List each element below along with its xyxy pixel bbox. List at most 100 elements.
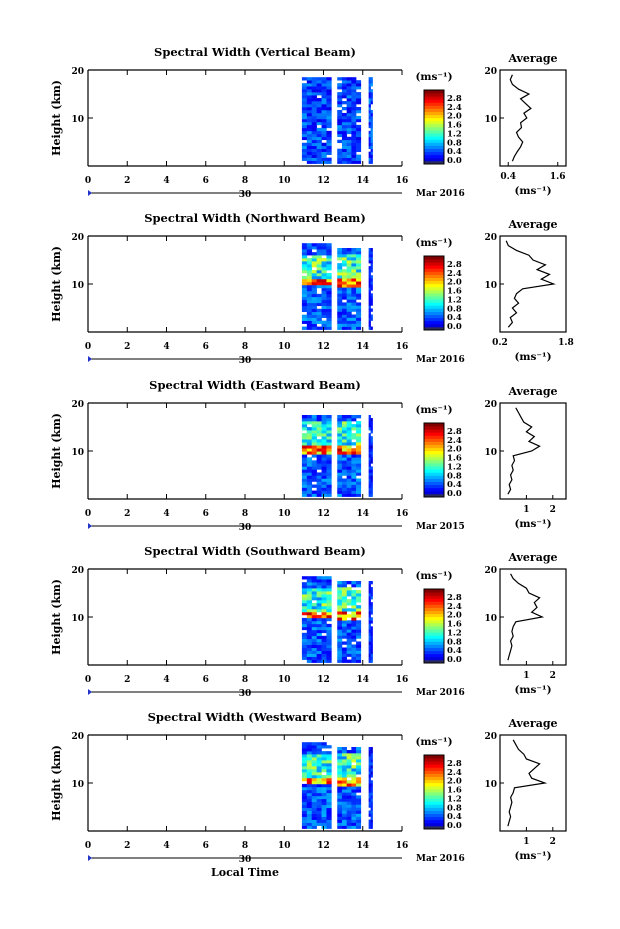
heatmap-cell	[346, 95, 352, 99]
heatmap-cell	[316, 774, 322, 779]
heatmap-cell	[341, 439, 347, 443]
heatmap-cell	[351, 133, 357, 138]
heatmap-cell	[326, 629, 332, 634]
heatmap-cell	[316, 653, 322, 657]
heatmap-cell	[351, 115, 357, 120]
heatmap-cell	[341, 620, 347, 624]
heatmap-cell	[341, 478, 347, 482]
heatmap-cell	[337, 759, 343, 763]
heatmap-cell	[326, 650, 332, 654]
heatmap-cell	[326, 614, 332, 619]
heatmap-cell	[321, 644, 327, 649]
heatmap-cell	[316, 139, 322, 144]
heatmap-cell	[341, 269, 347, 273]
heatmap-cell	[311, 320, 317, 324]
heatmap-cell	[306, 585, 313, 589]
heatmap-cell	[356, 260, 362, 264]
heatmap-cell	[356, 269, 362, 273]
heatmap-cell	[311, 810, 317, 815]
heatmap-cell	[341, 617, 347, 621]
heatmap-cell	[370, 822, 373, 826]
heatmap-cell	[346, 136, 352, 141]
heatmap-cell	[370, 148, 373, 152]
heatmap-cell	[326, 469, 332, 473]
heatmap-cell	[326, 142, 332, 147]
heatmap-cell	[341, 305, 347, 309]
heatmap-cell	[316, 608, 322, 613]
heatmap-cell	[356, 272, 362, 276]
heatmap-cell	[351, 487, 357, 491]
colorbar-cell	[424, 444, 444, 449]
heatmap-cell	[337, 810, 343, 814]
heatmap-cell	[351, 127, 357, 132]
heatmap-cell	[341, 777, 347, 781]
heatmap-cell	[311, 644, 317, 649]
heatmap-cell	[337, 617, 343, 621]
heatmap-cell	[316, 255, 322, 259]
heatmap-cell	[351, 148, 357, 152]
heatmap-cell	[301, 284, 308, 289]
heatmap-cell	[321, 783, 327, 788]
heatmap-cell	[356, 783, 362, 787]
heatmap-cell	[316, 478, 322, 482]
heatmap-segment	[368, 77, 373, 164]
heatmap-cell	[356, 584, 362, 588]
heatmap-cell	[368, 278, 371, 282]
heatmap-cell	[341, 284, 347, 288]
heatmap-cell	[306, 296, 313, 301]
heatmap-cell	[306, 148, 313, 152]
heatmap-cell	[306, 433, 313, 437]
heatmap-cell	[356, 786, 362, 790]
heatmap-cell	[316, 647, 322, 651]
heatmap-cell	[368, 487, 371, 491]
heatmap-cell	[341, 457, 347, 461]
heatmap-cell	[301, 255, 308, 259]
heatmap-cell	[351, 112, 357, 117]
heatmap-cell	[368, 484, 371, 488]
x-tick-label: 14	[356, 176, 369, 186]
colorbar-cell	[424, 130, 444, 134]
y-tick-label: 20	[71, 566, 84, 576]
heatmap-cell	[356, 611, 362, 615]
colorbar-cell	[424, 271, 444, 275]
x-tick-label: 2	[124, 841, 130, 851]
heatmap-cell	[321, 605, 327, 610]
colorbar-tick-label: 2.4	[447, 269, 462, 279]
heatmap-cell	[316, 493, 322, 497]
heatmap-cell	[306, 754, 313, 758]
heatmap-cell	[370, 816, 373, 820]
heatmap-cell	[316, 243, 322, 247]
heatmap-cell	[356, 266, 362, 270]
colorbar-cell	[424, 825, 444, 830]
heatmap-cell	[316, 267, 322, 271]
heatmap-cell	[316, 261, 322, 265]
heatmap-cell	[368, 644, 371, 648]
heatmap-cell	[337, 254, 343, 258]
colorbar-unit: (ms⁻¹)	[415, 736, 452, 748]
heatmap-cell	[321, 439, 327, 443]
heatmap-cell	[356, 254, 362, 258]
heatmap-cell	[311, 278, 317, 283]
heatmap-cell	[321, 287, 327, 292]
heatmap-cell	[326, 148, 332, 152]
heatmap-cell	[306, 418, 313, 422]
heatmap-cell	[311, 98, 317, 102]
heatmap-cell	[321, 109, 327, 114]
heatmap-cell	[301, 635, 308, 640]
heatmap-cell	[316, 454, 322, 458]
heatmap-cell	[316, 142, 322, 147]
heatmap-cell	[370, 418, 373, 422]
colorbar	[423, 89, 445, 165]
average-y-tick-label: 20	[484, 732, 497, 742]
heatmap-cell	[301, 620, 308, 625]
heatmap-cell	[311, 611, 317, 616]
heatmap-cell	[311, 783, 317, 788]
heatmap-cell	[337, 160, 343, 164]
heatmap-cell	[316, 302, 322, 307]
heatmap-cell	[351, 314, 357, 318]
heatmap-cell	[311, 127, 317, 132]
heatmap-cell	[311, 792, 317, 797]
heatmap-cell	[326, 576, 332, 580]
heatmap-cell	[321, 774, 327, 779]
